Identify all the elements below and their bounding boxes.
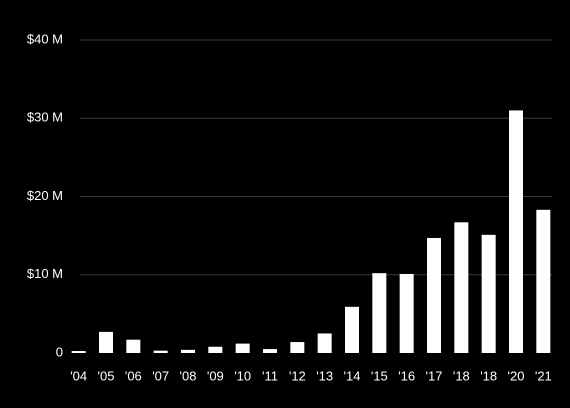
- x-tick-label: '09: [207, 368, 224, 383]
- x-tick-label: '06: [125, 368, 142, 383]
- bar: [372, 273, 387, 353]
- bar: [481, 234, 496, 353]
- bar: [427, 237, 441, 353]
- bar: [235, 343, 250, 353]
- x-tick-label: '20: [508, 368, 525, 383]
- x-tick-label: '15: [371, 368, 388, 383]
- x-tick-label: '04: [70, 368, 87, 383]
- y-tick-label: 0: [56, 344, 63, 359]
- bar: [454, 222, 469, 353]
- bar: [509, 110, 523, 353]
- y-tick-label: $30 M: [27, 110, 63, 125]
- bar: [99, 331, 113, 353]
- x-tick-label: '18: [453, 368, 470, 383]
- x-tick-label: '16: [398, 368, 415, 383]
- y-tick-label: $40 M: [27, 31, 63, 46]
- bar: [181, 349, 195, 353]
- y-tick-label: $10 M: [27, 266, 63, 281]
- bar: [345, 306, 359, 353]
- bar: [208, 346, 223, 353]
- bar: [126, 339, 141, 353]
- x-tick-label: '08: [180, 368, 197, 383]
- x-tick-label: '18: [480, 368, 497, 383]
- x-tick-label: '05: [98, 368, 115, 383]
- x-tick-label: '07: [152, 368, 169, 383]
- bar: [71, 351, 86, 353]
- bar: [536, 209, 551, 353]
- bar: [290, 342, 305, 353]
- x-tick-label: '21: [535, 368, 552, 383]
- bar: [317, 333, 332, 353]
- x-tick-label: '13: [316, 368, 333, 383]
- x-tick-label: '11: [262, 368, 278, 383]
- bar: [399, 273, 414, 353]
- x-tick-label: '14: [344, 368, 361, 383]
- bar: [153, 350, 168, 353]
- x-tick-label: '17: [426, 368, 443, 383]
- x-tick-label: '10: [234, 368, 251, 383]
- y-tick-label: $20 M: [27, 188, 63, 203]
- x-tick-label: '12: [289, 368, 306, 383]
- bar: [263, 349, 277, 353]
